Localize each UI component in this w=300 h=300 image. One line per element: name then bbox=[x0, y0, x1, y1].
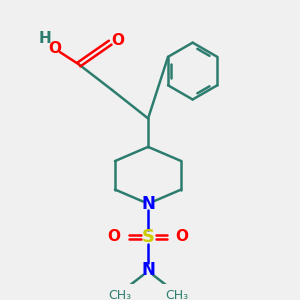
Text: O: O bbox=[48, 41, 61, 56]
Text: O: O bbox=[107, 230, 121, 244]
Text: N: N bbox=[141, 261, 155, 279]
Text: O: O bbox=[176, 230, 189, 244]
Text: CH₃: CH₃ bbox=[165, 289, 188, 300]
Text: N: N bbox=[141, 195, 155, 213]
Text: O: O bbox=[111, 33, 124, 48]
Text: H: H bbox=[38, 31, 51, 46]
Text: CH₃: CH₃ bbox=[108, 289, 131, 300]
Text: S: S bbox=[142, 228, 154, 246]
